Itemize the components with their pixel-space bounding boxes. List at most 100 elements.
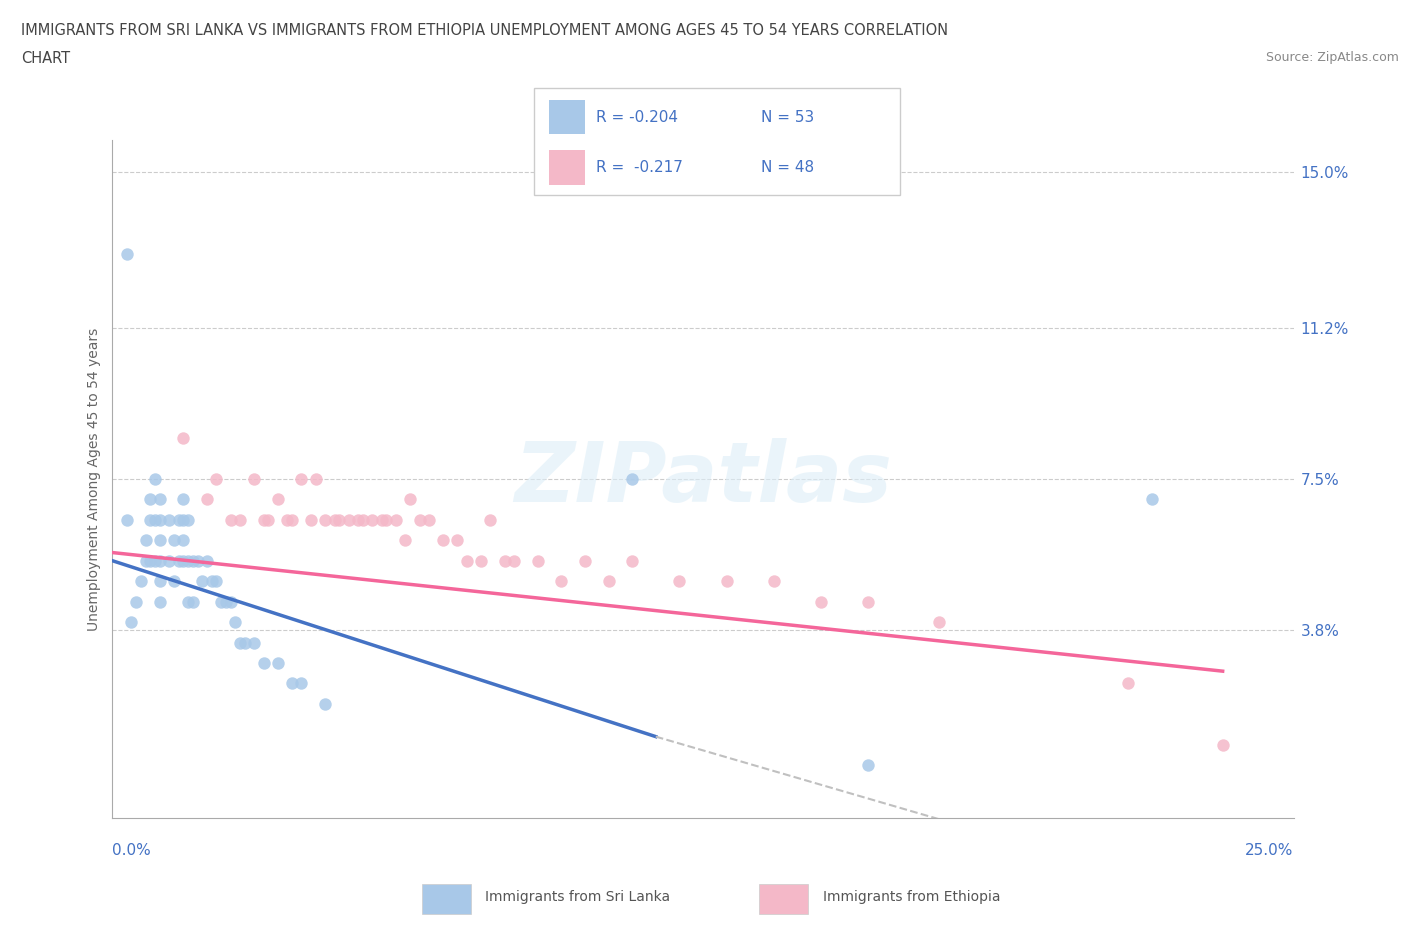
Point (1140, 492, 1163, 507)
Y-axis label: Unemployment Among Ages 45 to 54 years: Unemployment Among Ages 45 to 54 years (87, 327, 101, 631)
Point (399, 492, 422, 507)
Text: Source: ZipAtlas.com: Source: ZipAtlas.com (1265, 51, 1399, 64)
Point (276, 512, 298, 527)
Point (149, 492, 172, 507)
Point (858, 758, 880, 773)
Point (470, 553, 492, 568)
Point (328, 512, 350, 527)
Point (167, 512, 190, 527)
Point (143, 553, 166, 568)
Text: Immigrants from Sri Lanka: Immigrants from Sri Lanka (485, 890, 671, 905)
Point (172, 492, 194, 507)
Point (253, 656, 276, 671)
Point (394, 533, 416, 548)
Point (526, 553, 548, 568)
FancyBboxPatch shape (422, 884, 471, 914)
Point (229, 635, 252, 650)
Text: Immigrants from Ethiopia: Immigrants from Ethiopia (823, 890, 1000, 905)
Point (347, 512, 370, 527)
Point (167, 553, 190, 568)
Point (267, 656, 290, 671)
Point (172, 553, 194, 568)
Point (163, 574, 186, 589)
Point (139, 512, 162, 527)
Point (243, 472, 266, 486)
Point (186, 553, 208, 568)
Point (191, 574, 214, 589)
Point (494, 553, 516, 568)
Point (408, 512, 430, 527)
Point (177, 553, 200, 568)
Point (215, 594, 238, 609)
Point (149, 512, 172, 527)
Point (418, 512, 440, 527)
Point (257, 512, 280, 527)
Point (446, 533, 468, 548)
Point (621, 553, 644, 568)
Point (172, 533, 194, 548)
Point (503, 553, 526, 568)
Point (157, 512, 180, 527)
Point (115, 512, 138, 527)
Text: 0.0%: 0.0% (112, 844, 152, 858)
Point (716, 574, 738, 589)
Point (143, 512, 166, 527)
Point (574, 553, 596, 568)
Point (621, 472, 644, 486)
Point (233, 635, 256, 650)
Point (371, 512, 394, 527)
Point (229, 512, 252, 527)
Point (201, 574, 224, 589)
Point (352, 512, 374, 527)
Point (139, 492, 162, 507)
Point (224, 615, 246, 630)
Point (1116, 676, 1139, 691)
FancyBboxPatch shape (548, 151, 585, 184)
Point (928, 615, 950, 630)
Point (125, 594, 148, 609)
Point (314, 512, 336, 527)
Point (598, 574, 620, 589)
Point (163, 533, 186, 548)
Point (243, 635, 266, 650)
Point (205, 472, 228, 486)
Point (267, 492, 290, 507)
Point (299, 512, 322, 527)
Point (810, 594, 832, 609)
Point (253, 512, 276, 527)
Point (129, 574, 152, 589)
Point (281, 676, 304, 691)
FancyBboxPatch shape (759, 884, 808, 914)
Point (172, 512, 194, 527)
Text: N = 53: N = 53 (761, 110, 814, 125)
Point (157, 553, 180, 568)
Point (281, 512, 304, 527)
Point (149, 574, 172, 589)
Point (375, 512, 398, 527)
Point (290, 676, 312, 691)
Point (1212, 737, 1234, 752)
Point (337, 512, 360, 527)
Point (115, 246, 138, 261)
Point (361, 512, 384, 527)
Point (323, 512, 346, 527)
Point (290, 472, 312, 486)
Point (120, 615, 142, 630)
Point (181, 553, 204, 568)
Text: N = 48: N = 48 (761, 160, 814, 175)
Point (135, 533, 157, 548)
Point (177, 594, 200, 609)
Point (177, 512, 200, 527)
Text: R = -0.204: R = -0.204 (596, 110, 679, 125)
Text: 25.0%: 25.0% (1246, 844, 1294, 858)
Point (219, 512, 242, 527)
Point (432, 533, 454, 548)
Point (304, 472, 326, 486)
Point (195, 553, 218, 568)
Point (195, 492, 218, 507)
Point (314, 697, 336, 711)
Point (181, 594, 204, 609)
Point (762, 574, 785, 589)
Point (209, 594, 232, 609)
Point (139, 553, 162, 568)
